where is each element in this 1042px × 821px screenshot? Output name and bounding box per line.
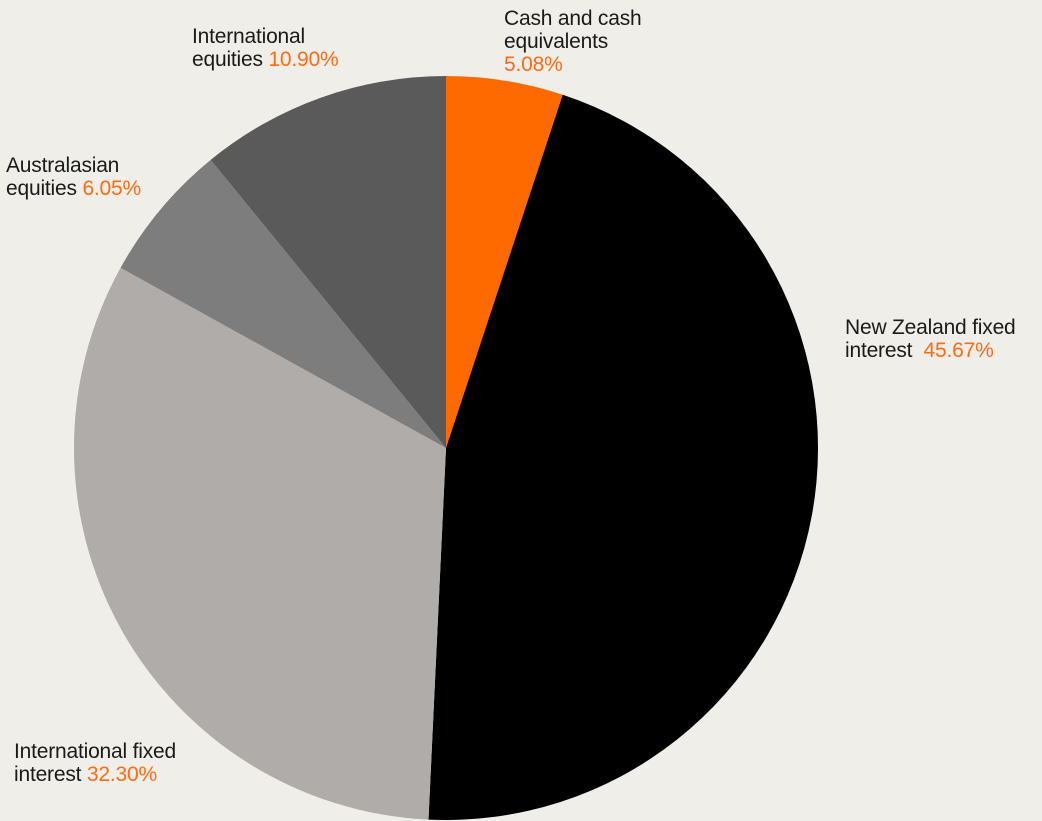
slice-label-cash-line2: equivalents (504, 30, 609, 53)
slice-label-nz-fixed-interest: New Zealand fixed interest 45.67% (845, 316, 1016, 362)
slice-label-australasian-equities-line2: equities (6, 177, 77, 200)
slice-label-nz-fixed-interest-line1: New Zealand fixed (845, 316, 1016, 339)
pie-slice-intl-equities (210, 76, 446, 448)
slice-label-cash: Cash and cash equivalents 5.08% (504, 7, 642, 76)
slice-label-intl-fixed-interest-line1: International fixed (14, 740, 176, 763)
pie-slice-nz-fixed-interest (428, 94, 819, 821)
pie-slice-intl-fixed-interest (73, 267, 446, 820)
slice-label-cash-line1: Cash and cash (504, 7, 642, 30)
slice-label-intl-equities-line2: equities (192, 48, 263, 71)
pie-slice-cash (446, 76, 563, 448)
slice-value-australasian-equities: 6.05% (82, 177, 141, 200)
slice-label-nz-fixed-interest-line2: interest (845, 339, 913, 362)
slice-label-intl-fixed-interest-line2: interest (14, 763, 82, 786)
slice-value-nz-fixed-interest: 45.67% (923, 339, 994, 362)
slice-value-intl-fixed-interest: 32.30% (86, 763, 157, 786)
slice-value-cash: 5.08% (504, 53, 563, 76)
slice-value-intl-equities: 10.90% (268, 48, 339, 71)
pie-slice-australasian-equities (120, 159, 446, 448)
slice-label-australasian-equities-line1: Australasian (6, 154, 120, 177)
slice-label-intl-fixed-interest: International fixed interest 32.30% (14, 740, 176, 786)
slice-label-australasian-equities: Australasian equities 6.05% (6, 154, 141, 200)
slice-label-intl-equities-line1: International (192, 25, 305, 48)
slice-label-intl-equities: International equities 10.90% (192, 25, 339, 71)
